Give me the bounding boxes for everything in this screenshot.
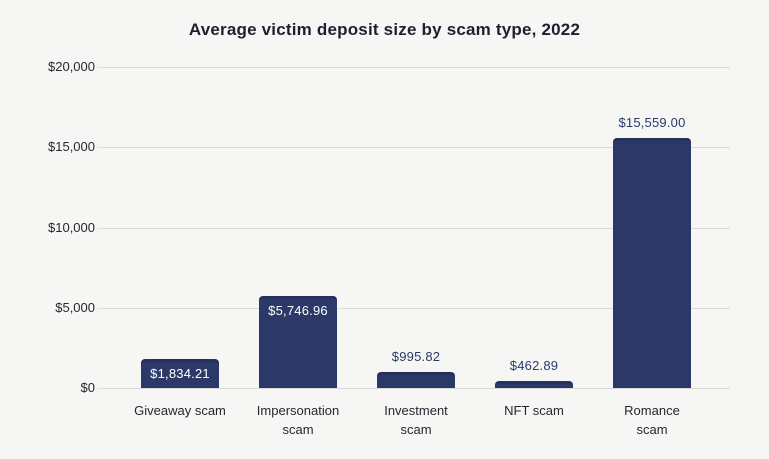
bar-romance-scam (613, 138, 691, 388)
x-axis-category-label: Investment scam (384, 403, 448, 437)
x-axis-category-label: Giveaway scam (134, 403, 226, 418)
bar-value-label: $1,834.21 (150, 366, 210, 381)
y-axis-tick-label: $10,000 (48, 220, 95, 235)
bar-value-label: $995.82 (391, 349, 441, 364)
bar-giveaway-scam (141, 359, 219, 388)
gridline (97, 308, 730, 309)
bar-value-label: $15,559.00 (618, 115, 686, 130)
x-axis-category-label: Impersonation scam (256, 403, 340, 437)
y-axis-tick-label: $20,000 (48, 59, 95, 74)
gridline (97, 228, 730, 229)
bar-value-label: $5,746.96 (268, 303, 328, 318)
bar-investment-scam (377, 372, 455, 388)
gridline (97, 388, 730, 389)
y-axis-tick-label: $15,000 (48, 139, 95, 154)
x-axis-category-label: NFT scam (504, 403, 564, 418)
bar-nft-scam (495, 381, 573, 388)
bar-impersonation-scam (259, 296, 337, 388)
y-axis-tick-label: $0 (80, 380, 95, 395)
gridline (97, 67, 730, 68)
gridline (97, 147, 730, 148)
x-axis-category-label: Romance scam (624, 403, 680, 437)
chart-title: Average victim deposit size by scam type… (188, 20, 581, 39)
y-axis-tick-label: $5,000 (55, 300, 95, 315)
bar-value-label: $462.89 (509, 358, 559, 373)
